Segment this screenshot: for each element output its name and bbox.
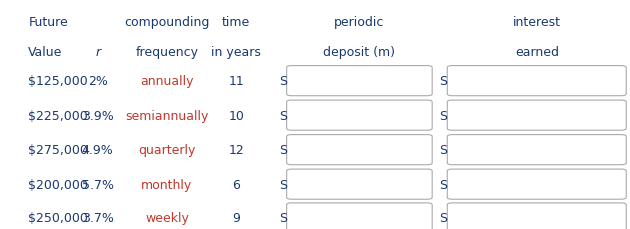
Text: interest: interest	[513, 16, 561, 29]
FancyBboxPatch shape	[447, 169, 626, 199]
Text: deposit (m): deposit (m)	[323, 46, 396, 59]
FancyBboxPatch shape	[447, 203, 626, 229]
Text: 3.9%: 3.9%	[82, 109, 113, 122]
FancyBboxPatch shape	[287, 203, 432, 229]
Text: quarterly: quarterly	[138, 144, 196, 156]
FancyBboxPatch shape	[287, 66, 432, 96]
FancyBboxPatch shape	[447, 66, 626, 96]
Text: earned: earned	[515, 46, 559, 59]
FancyBboxPatch shape	[447, 101, 626, 131]
Text: S: S	[278, 178, 287, 191]
Text: monthly: monthly	[141, 178, 193, 191]
FancyBboxPatch shape	[287, 101, 432, 131]
FancyBboxPatch shape	[447, 135, 626, 165]
Text: frequency: frequency	[135, 46, 198, 59]
Text: S: S	[439, 109, 447, 122]
Text: 11: 11	[228, 75, 244, 88]
Text: S: S	[439, 178, 447, 191]
Text: weekly: weekly	[145, 212, 189, 224]
Text: S: S	[278, 212, 287, 224]
Text: S: S	[278, 109, 287, 122]
Text: $275,000: $275,000	[28, 144, 88, 156]
Text: 5.7%: 5.7%	[82, 178, 113, 191]
Text: r: r	[95, 46, 100, 59]
Text: 6: 6	[232, 178, 240, 191]
Text: 2%: 2%	[88, 75, 108, 88]
Text: compounding: compounding	[124, 16, 210, 29]
Text: $200,000: $200,000	[28, 178, 88, 191]
Text: semiannually: semiannually	[125, 109, 209, 122]
Text: Value: Value	[28, 46, 63, 59]
FancyBboxPatch shape	[287, 135, 432, 165]
Text: 3.7%: 3.7%	[82, 212, 113, 224]
Text: 12: 12	[228, 144, 244, 156]
Text: 9: 9	[232, 212, 240, 224]
Text: time: time	[222, 16, 250, 29]
Text: 4.9%: 4.9%	[82, 144, 113, 156]
Text: Future: Future	[28, 16, 68, 29]
Text: $225,000: $225,000	[28, 109, 88, 122]
Text: $250,000: $250,000	[28, 212, 88, 224]
Text: S: S	[278, 144, 287, 156]
Text: S: S	[439, 212, 447, 224]
Text: S: S	[278, 75, 287, 88]
Text: S: S	[439, 75, 447, 88]
Text: S: S	[439, 144, 447, 156]
Text: annually: annually	[140, 75, 193, 88]
Text: 10: 10	[228, 109, 244, 122]
Text: $125,000: $125,000	[28, 75, 88, 88]
Text: periodic: periodic	[335, 16, 384, 29]
Text: in years: in years	[211, 46, 261, 59]
FancyBboxPatch shape	[287, 169, 432, 199]
